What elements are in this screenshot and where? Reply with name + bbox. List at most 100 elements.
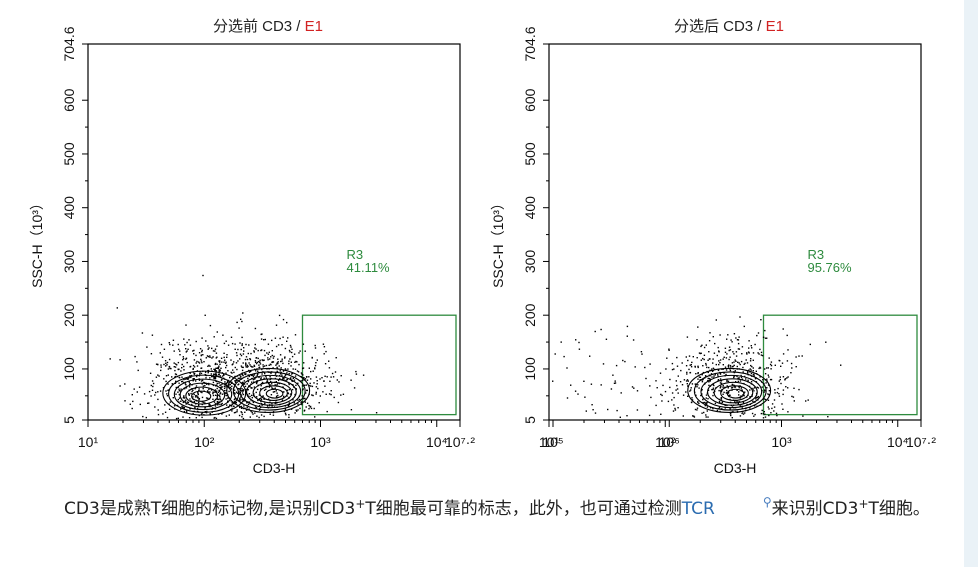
event-dot [124, 383, 126, 385]
page-scrollbar[interactable] [964, 0, 978, 567]
event-dot [731, 406, 734, 408]
event-dot [722, 384, 724, 387]
event-dot [737, 348, 740, 350]
event-dot [252, 401, 255, 404]
event-dot [119, 385, 121, 387]
event-dot [757, 396, 759, 399]
event-dot [192, 412, 194, 415]
event-dot [230, 359, 232, 361]
x-tick-label: 10⁵ [542, 434, 563, 450]
event-dot [324, 385, 326, 387]
event-dot [741, 378, 744, 380]
tcr-link[interactable]: TCR [681, 499, 715, 519]
event-dot [793, 400, 795, 402]
event-dot [241, 411, 243, 414]
event-dot [718, 350, 720, 352]
event-dot [636, 390, 639, 392]
event-dot [570, 384, 572, 386]
event-dot [737, 377, 739, 380]
event-dot [198, 401, 200, 404]
event-dot [239, 399, 241, 401]
event-dot [248, 408, 250, 410]
event-dot [689, 390, 691, 392]
event-dot [706, 406, 709, 408]
search-icon[interactable]: ⚲ [762, 495, 772, 509]
event-dot [758, 353, 760, 355]
event-dot [706, 410, 708, 412]
event-dot [258, 398, 260, 401]
event-dot [656, 387, 658, 389]
event-dot [168, 408, 171, 410]
event-dot [687, 385, 689, 387]
event-dot [355, 373, 358, 375]
event-dot [671, 392, 674, 394]
event-dot [736, 400, 738, 402]
event-dot [198, 362, 201, 364]
event-dot [727, 380, 730, 382]
event-dot [180, 400, 182, 402]
event-dot [189, 375, 191, 377]
event-dot [689, 371, 692, 374]
event-dot [291, 388, 294, 391]
event-dot [303, 362, 305, 364]
event-dot [770, 412, 772, 414]
event-dot [728, 349, 730, 352]
gate-percent: 41.11% [346, 260, 390, 275]
event-dot [205, 340, 207, 342]
density-contour [259, 385, 288, 401]
event-dot [248, 393, 251, 395]
event-dot [676, 388, 679, 390]
event-dot [754, 413, 756, 416]
event-dot [155, 376, 158, 378]
event-dot [253, 381, 255, 383]
event-dot [189, 365, 192, 368]
event-dot [258, 366, 261, 368]
event-dot [243, 400, 245, 402]
event-dot [677, 375, 679, 377]
event-dot [255, 348, 257, 350]
event-dot [251, 366, 253, 368]
event-dot [292, 377, 294, 379]
event-dot [743, 395, 745, 397]
event-dot [784, 378, 787, 380]
event-dot [219, 361, 221, 363]
event-dot [294, 334, 297, 336]
event-dot [187, 377, 189, 380]
event-dot [228, 385, 230, 387]
event-dot [174, 375, 176, 378]
event-dot [230, 336, 233, 338]
event-dot [291, 348, 293, 350]
event-dot [197, 397, 199, 399]
event-dot [731, 387, 734, 389]
event-dot [261, 359, 263, 361]
event-dot [793, 387, 795, 389]
event-dot [703, 346, 706, 349]
event-dot [271, 339, 273, 342]
event-dot [748, 352, 750, 354]
event-dot [754, 378, 757, 380]
event-dot [256, 374, 258, 376]
event-dot [234, 397, 236, 400]
event-dot [271, 405, 273, 407]
event-dot [302, 376, 304, 379]
event-dot [225, 415, 228, 417]
event-dot [185, 387, 188, 389]
event-dot [660, 413, 662, 415]
event-dot [563, 355, 565, 358]
event-dot [233, 392, 236, 394]
density-contour [726, 388, 745, 399]
event-dot [778, 380, 780, 382]
event-dot [250, 352, 252, 355]
event-dot [699, 376, 702, 378]
event-dot [183, 338, 185, 340]
event-dot [165, 362, 167, 364]
event-dot [284, 347, 287, 350]
event-dot [754, 405, 756, 407]
event-dot [218, 403, 220, 406]
event-dot [220, 357, 223, 359]
event-dot [751, 412, 754, 415]
event-dot [268, 351, 270, 353]
event-dot [314, 364, 317, 367]
event-dot [179, 390, 182, 392]
event-dot [712, 336, 714, 338]
